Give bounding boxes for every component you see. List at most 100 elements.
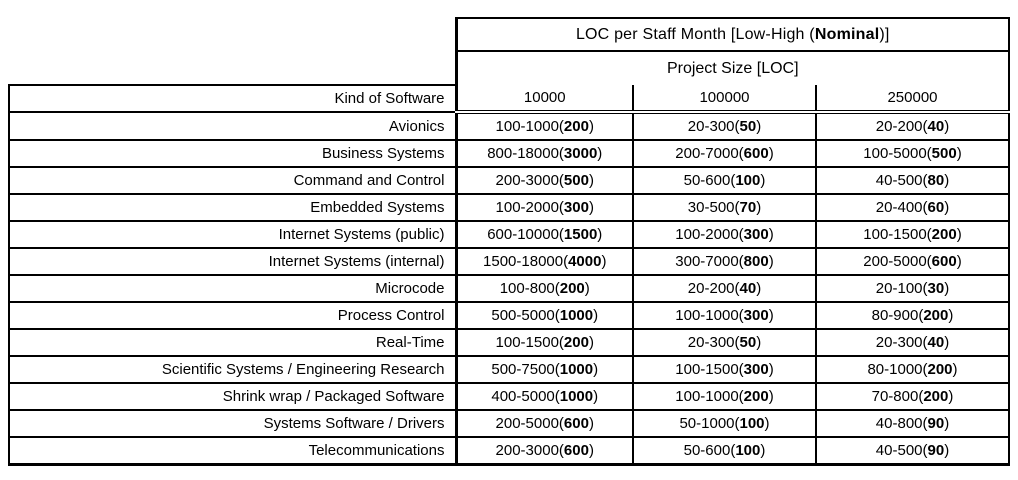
close-paren: ) <box>593 307 599 324</box>
nominal-value: 200 <box>743 388 769 405</box>
cell-value: 800-18000(3000) <box>455 139 634 168</box>
range-text: 200-3000( <box>495 172 564 189</box>
range-text: 1500-18000( <box>483 253 569 270</box>
nominal-value: 90 <box>927 415 945 432</box>
nominal-value: 1000 <box>559 361 594 378</box>
close-paren: ) <box>948 388 954 405</box>
nominal-value: 200 <box>931 226 957 243</box>
row-label: Telecommunications <box>8 436 458 466</box>
range-text: 50-600( <box>683 172 736 189</box>
cell-value: 20-400(60) <box>815 193 1010 222</box>
nominal-value: 30 <box>927 280 945 297</box>
table-row: Business Systems 800-18000(3000) 200-700… <box>8 139 1010 168</box>
row-label: Internet Systems (internal) <box>8 247 458 276</box>
close-paren: ) <box>944 442 950 459</box>
cell-value: 20-300(40) <box>815 328 1010 357</box>
range-text: 40-800( <box>875 415 928 432</box>
cell-value: 20-200(40) <box>815 111 1010 141</box>
nominal-value: 1000 <box>559 388 594 405</box>
close-paren: ) <box>588 172 594 189</box>
close-paren: ) <box>768 388 774 405</box>
nominal-value: 500 <box>931 145 957 162</box>
nominal-value: 300 <box>563 199 589 216</box>
range-text: 100-1500( <box>495 334 564 351</box>
cell-value: 100-1000(300) <box>632 301 817 330</box>
close-paren: ) <box>944 118 950 135</box>
cell-value: 20-300(50) <box>632 111 817 141</box>
range-text: 200-7000( <box>675 145 744 162</box>
range-text: 20-300( <box>687 334 740 351</box>
range-text: 40-500( <box>875 442 928 459</box>
range-text: 30-500( <box>687 199 740 216</box>
table-row: Command and Control 200-3000(500) 50-600… <box>8 166 1010 195</box>
range-text: 70-800( <box>871 388 924 405</box>
loc-per-staff-month-table: LOC per Staff Month [Low-High (Nominal)]… <box>8 17 1010 466</box>
nominal-value: 300 <box>743 361 769 378</box>
close-paren: ) <box>956 226 962 243</box>
col-header-100000: 100000 <box>632 85 817 114</box>
row-label: Avionics <box>8 111 458 141</box>
nominal-value: 100 <box>735 442 761 459</box>
cell-value: 40-500(80) <box>815 166 1010 195</box>
table-row: Internet Systems (public) 600-10000(1500… <box>8 220 1010 249</box>
range-text: 400-5000( <box>491 388 560 405</box>
range-text: 600-10000( <box>487 226 564 243</box>
close-paren: ) <box>593 388 599 405</box>
close-paren: ) <box>756 118 762 135</box>
range-text: 20-300( <box>687 118 740 135</box>
range-text: 500-7500( <box>491 361 560 378</box>
cell-value: 80-1000(200) <box>815 355 1010 384</box>
range-text: 100-1000( <box>675 307 744 324</box>
close-paren: ) <box>584 280 590 297</box>
range-text: 100-800( <box>499 280 560 297</box>
col-header-10000: 10000 <box>455 85 634 114</box>
close-paren: ) <box>944 334 950 351</box>
nominal-value: 200 <box>563 118 589 135</box>
table-row: Internet Systems (internal) 1500-18000(4… <box>8 247 1010 276</box>
table-row: Shrink wrap / Packaged Software 400-5000… <box>8 382 1010 411</box>
row-label: Business Systems <box>8 139 458 168</box>
close-paren: ) <box>756 334 762 351</box>
nominal-value: 70 <box>739 199 757 216</box>
nominal-value: 1500 <box>563 226 598 243</box>
cell-value: 20-300(50) <box>632 328 817 357</box>
row-label: Command and Control <box>8 166 458 195</box>
table-row: Real-Time 100-1500(200) 20-300(50) 20-30… <box>8 328 1010 357</box>
nominal-value: 3000 <box>563 145 598 162</box>
nominal-value: 200 <box>923 307 949 324</box>
subtitle-row: Project Size [LOC] <box>9 51 1010 85</box>
cell-value: 20-200(40) <box>632 274 817 303</box>
range-text: 20-100( <box>875 280 928 297</box>
cell-value: 50-1000(100) <box>632 409 817 438</box>
cell-value: 50-600(100) <box>632 166 817 195</box>
project-size-header: Project Size [LOC] <box>454 51 1010 85</box>
nominal-value: 800 <box>743 253 769 270</box>
close-paren: ) <box>760 172 766 189</box>
range-text: 100-1000( <box>675 388 744 405</box>
title-nominal-bold: Nominal <box>814 25 880 43</box>
row-label: Shrink wrap / Packaged Software <box>8 382 458 411</box>
nominal-value: 600 <box>743 145 769 162</box>
cell-value: 70-800(200) <box>815 382 1010 411</box>
nominal-value: 100 <box>739 415 765 432</box>
row-label: Microcode <box>8 274 458 303</box>
nominal-value: 50 <box>739 334 757 351</box>
row-label: Internet Systems (public) <box>8 220 458 249</box>
close-paren: ) <box>768 253 774 270</box>
column-header-row: Kind of Software 10000 100000 250000 <box>8 84 1010 114</box>
cell-value: 40-800(90) <box>815 409 1010 438</box>
range-text: 100-1500( <box>863 226 932 243</box>
cell-value: 100-2000(300) <box>632 220 817 249</box>
nominal-value: 1000 <box>559 307 594 324</box>
close-paren: ) <box>756 280 762 297</box>
close-paren: ) <box>768 226 774 243</box>
nominal-value: 500 <box>563 172 589 189</box>
title-text: LOC per Staff Month [Low-High ( <box>575 25 815 43</box>
blank-corner <box>9 51 456 85</box>
table-row: Embedded Systems 100-2000(300) 30-500(70… <box>8 193 1010 222</box>
close-paren: ) <box>756 199 762 216</box>
blank-corner <box>9 18 456 51</box>
cell-value: 200-5000(600) <box>455 409 634 438</box>
cell-value: 1500-18000(4000) <box>455 247 634 276</box>
close-paren: ) <box>956 253 962 270</box>
